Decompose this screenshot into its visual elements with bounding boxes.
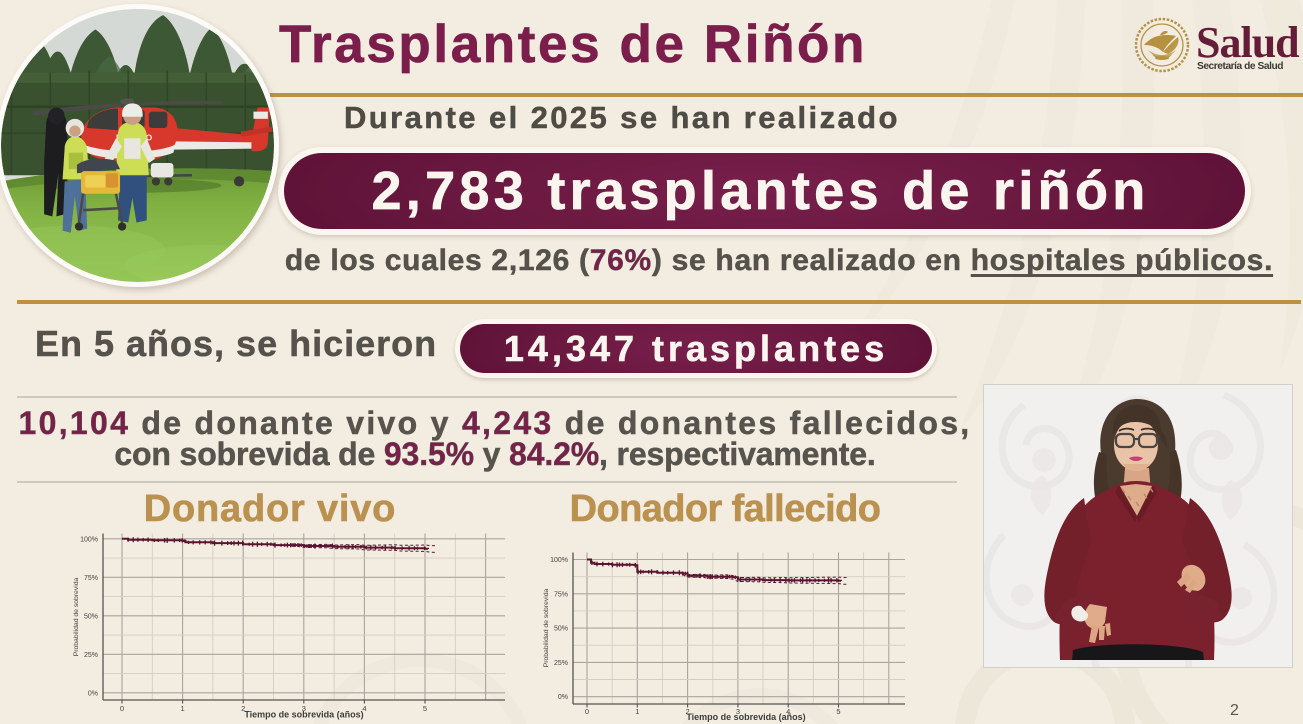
svg-text:50%: 50% — [84, 613, 98, 620]
svg-text:50%: 50% — [554, 626, 568, 633]
svg-text:100%: 100% — [80, 536, 98, 543]
svg-text:2: 2 — [686, 707, 690, 716]
svg-text:Probabilidad de sobrevida: Probabilidad de sobrevida — [543, 588, 550, 667]
svg-text:3: 3 — [302, 704, 306, 713]
svg-text:5: 5 — [423, 704, 427, 713]
svg-text:5: 5 — [836, 707, 840, 716]
svg-text:75%: 75% — [554, 591, 568, 598]
svg-text:4: 4 — [786, 707, 790, 716]
svg-text:0%: 0% — [88, 690, 98, 697]
svg-text:25%: 25% — [84, 652, 98, 659]
svg-text:2: 2 — [241, 704, 245, 713]
svg-text:Probabilidad de sobrevida: Probabilidad de sobrevida — [73, 577, 80, 656]
svg-text:0: 0 — [585, 707, 589, 716]
svg-text:0: 0 — [120, 704, 124, 713]
svg-text:Tiempo de sobrevida (años): Tiempo de sobrevida (años) — [686, 712, 805, 722]
svg-text:Tiempo de sobrevida (años): Tiempo de sobrevida (años) — [244, 710, 363, 720]
svg-text:1: 1 — [181, 704, 185, 713]
svg-text:75%: 75% — [84, 575, 98, 582]
svg-text:0%: 0% — [558, 694, 568, 701]
svg-text:4: 4 — [362, 704, 366, 713]
svg-text:25%: 25% — [554, 660, 568, 667]
svg-text:100%: 100% — [550, 557, 568, 564]
svg-text:1: 1 — [635, 707, 639, 716]
svg-text:3: 3 — [736, 707, 740, 716]
